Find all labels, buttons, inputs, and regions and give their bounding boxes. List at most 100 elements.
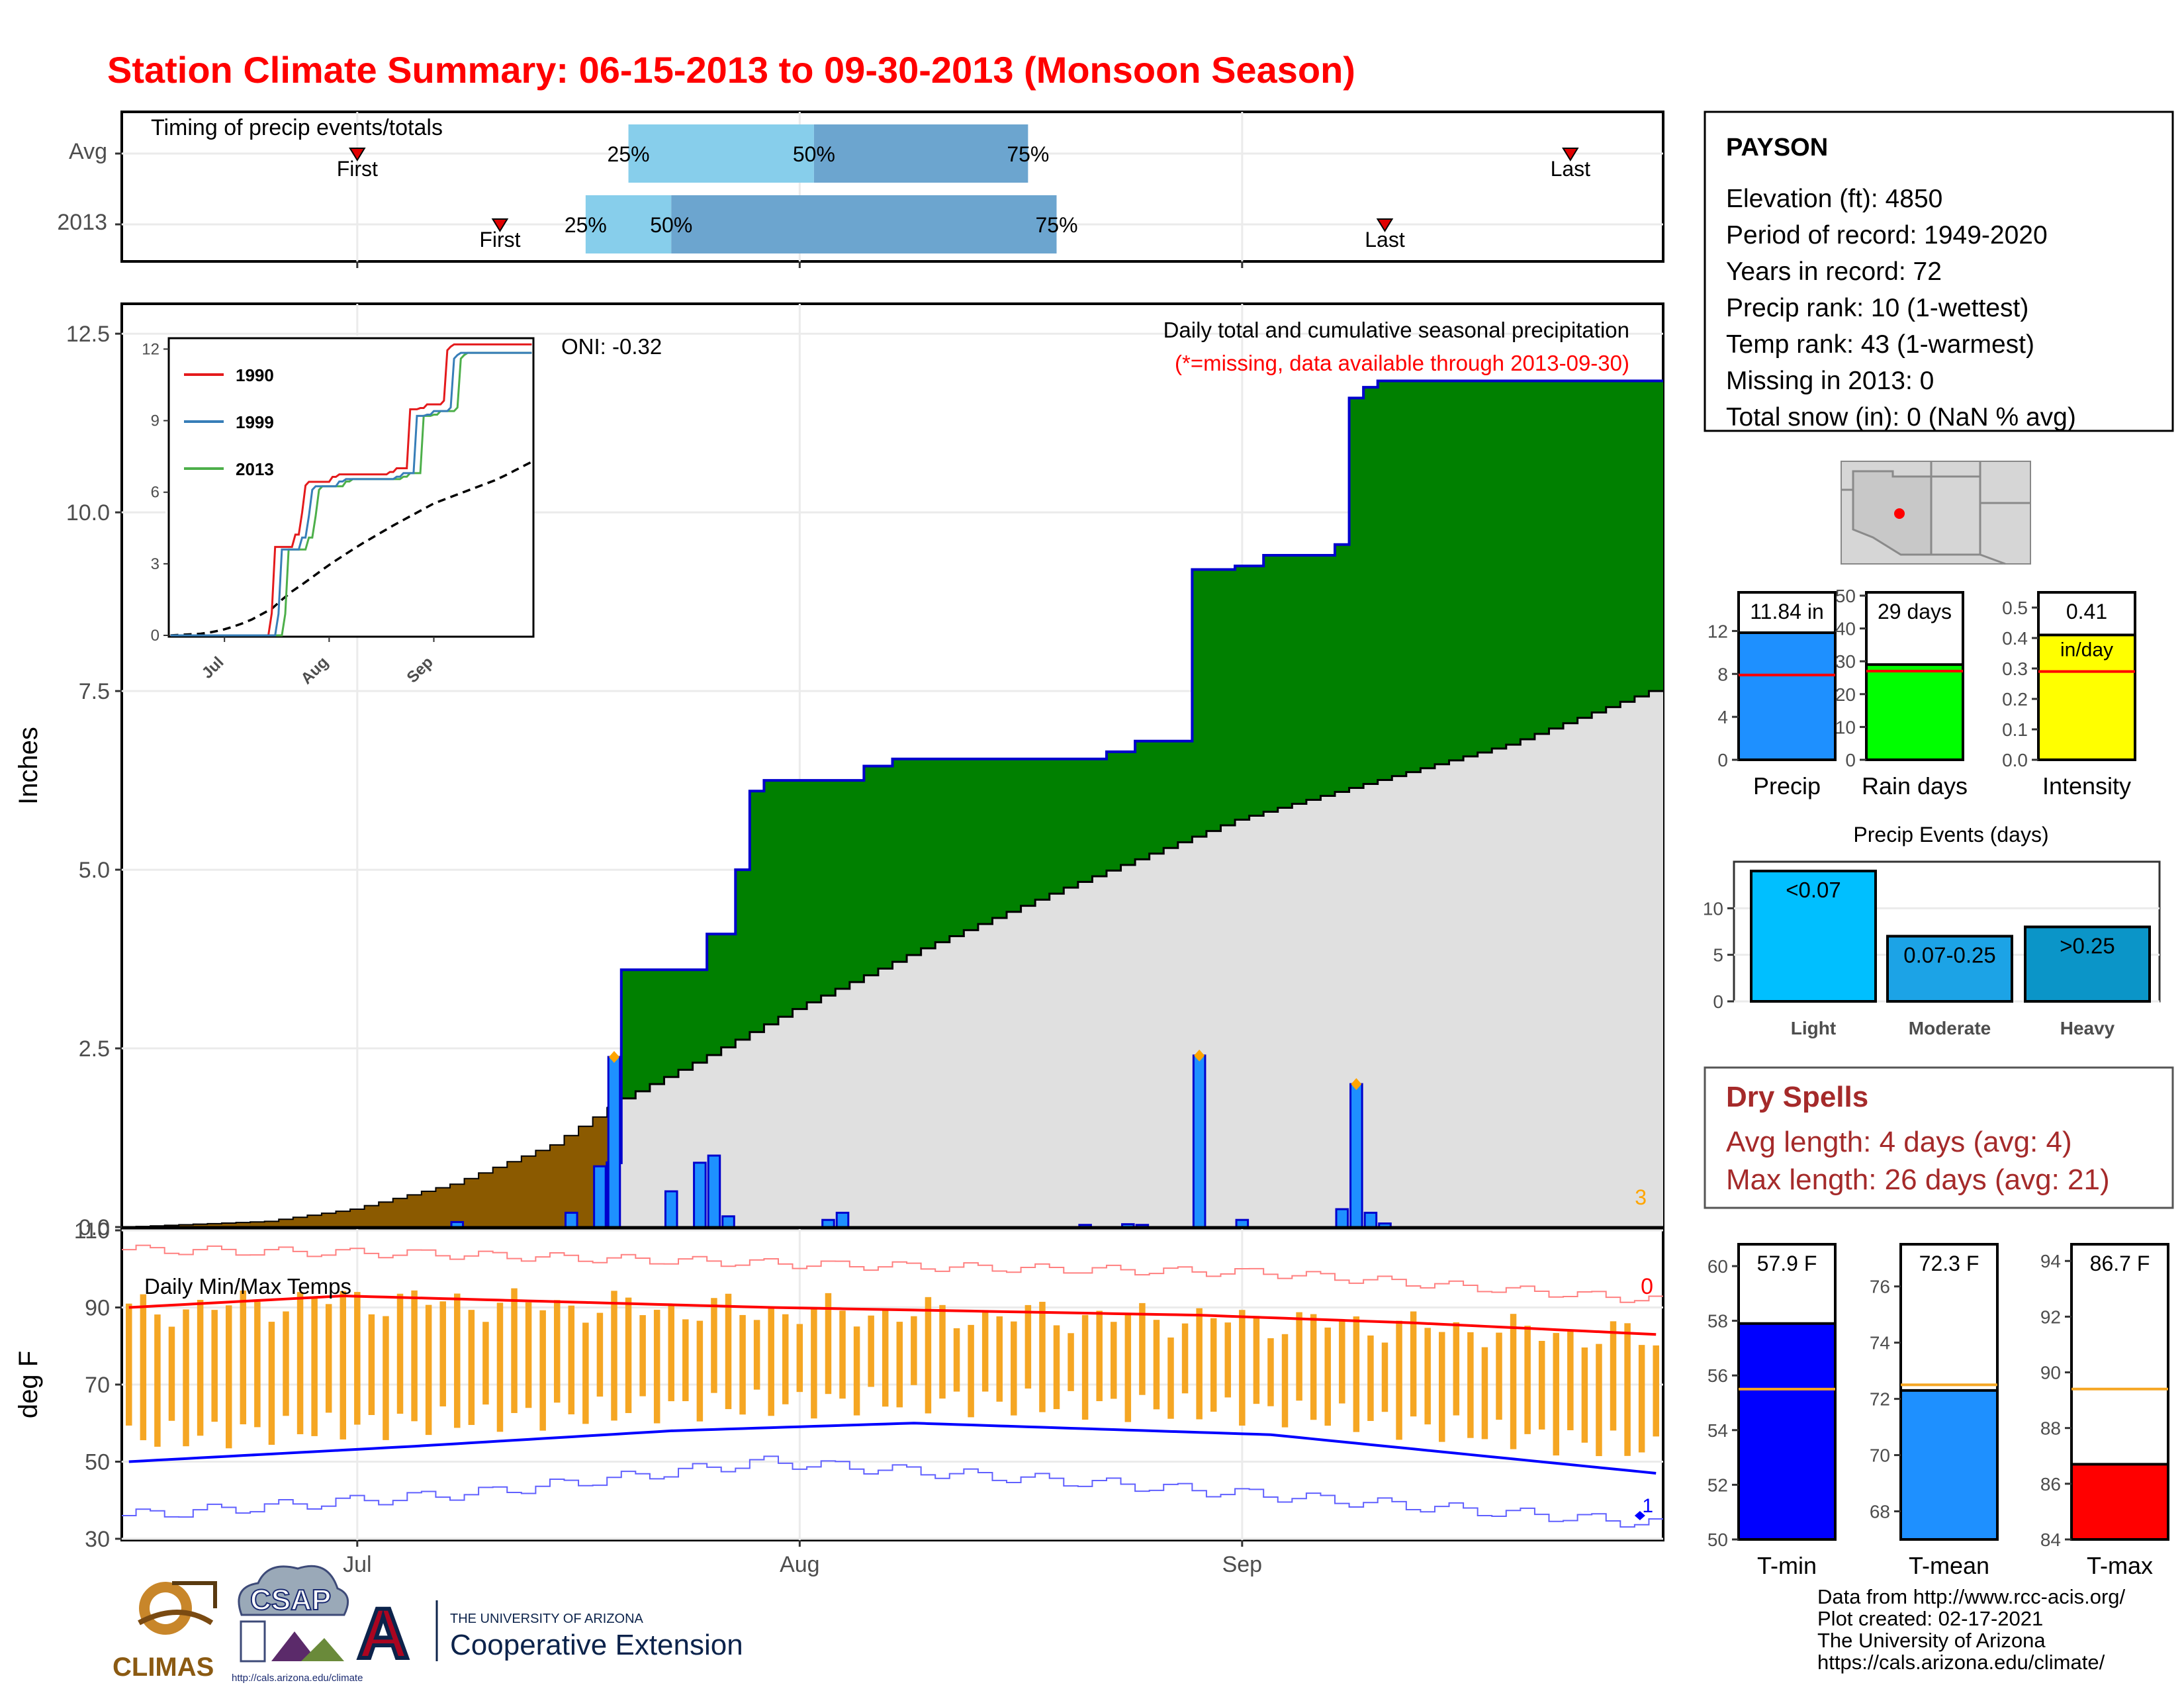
temp-ytick-label: 70 [85,1373,110,1398]
station-info-box: PAYSON Elevation (ft): 4850 Period of re… [1704,111,2174,432]
timing-2013-label-25: 25% [565,213,607,237]
daily-temp-bar [596,1312,604,1397]
precip-ylabel: Inches [14,727,43,805]
temp-corner-bottom: 1 [1642,1495,1653,1517]
daily-temp-bar [1011,1321,1017,1416]
precip-ytick-label: 12.5 [66,322,110,347]
timing-avg-bar-25-50 [628,124,814,183]
precip-event-range-light: <0.07 [1786,878,1841,902]
daily-temp-bar [1453,1322,1460,1416]
avg-max-temp-line [128,1295,1657,1336]
daily-temp-bar [696,1320,704,1422]
daily-temp-bar [1410,1311,1417,1417]
gauge-ytick-label: 0 [1717,750,1728,770]
map-colorado [1930,461,1981,477]
gauge-label: T-mean [1909,1552,1989,1579]
precip-ytick-label: 10.0 [66,500,110,526]
csap-url: http://cals.arizona.edu/climate [232,1672,363,1684]
station-line-snow: Total snow (in): 0 (NaN % avg) [1726,403,2076,432]
precip-event-range-heavy: >0.25 [2060,933,2115,958]
precip-avg-cumulative-area [607,691,1664,1227]
events-ytick-label: 5 [1713,945,1723,966]
daily-temp-bar [1124,1314,1132,1422]
gauge-ytick-label: 84 [2040,1530,2061,1550]
map-texas [1979,502,2030,565]
daily-temp-bar [953,1328,960,1392]
temp-ytick-label: 30 [85,1527,110,1552]
daily-temp-bar [296,1292,304,1435]
gauge-ytick-label: 0.5 [2002,598,2028,618]
precip-panel-subtitle: (*=missing, data available through 2013-… [1175,351,1629,375]
daily-max-marker [1351,1078,1362,1091]
station-name: PAYSON [1726,134,1828,161]
precip-panel: 0.0 2.5 5.0 7.5 10.0 12.5 Inches Daily total … [14,302,1664,1240]
timing-avg-bar-50-75 [813,124,1028,183]
daily-temp-bar [183,1309,189,1447]
climas-wordmark: CLIMAS [113,1653,214,1682]
gauge-precip: 11.84 in 0 4 8 12 Precip [1707,591,1837,800]
timing-avg-first-label: First [337,157,378,181]
daily-temp-bar [1439,1332,1445,1442]
timing-row-avg: Avg [69,139,107,164]
daily-temp-bar [1181,1323,1189,1394]
daily-temp-bar [468,1310,475,1426]
daily-temp-bar [796,1324,803,1393]
gauge-value-bar [1899,1389,1999,1541]
gauge-ytick-label: 52 [1707,1475,1728,1495]
dry-spells-avg: Avg length: 4 days (avg: 4) [1726,1126,2072,1158]
precip-ytick-label: 2.5 [79,1036,110,1062]
precip-events-title: Precip Events (days) [1853,823,2048,846]
timing-avg-last-marker [1562,148,1579,161]
csap-wordmark: CSAP [250,1584,331,1616]
temp-corner-top: 0 [1641,1274,1653,1299]
daily-temp-bar [1510,1314,1517,1449]
precip-ytick-label: 0.0 [79,1215,110,1240]
daily-temp-bar [1324,1327,1331,1426]
daily-precip-bar [821,1218,835,1228]
daily-temp-bar [839,1310,846,1399]
daily-temp-bar [1139,1303,1146,1395]
daily-temp-bar [611,1291,617,1421]
precip-event-bar-light [1750,870,1877,1003]
gauge-label: Precip [1753,772,1821,800]
events-ytick-label: 0 [1713,991,1723,1012]
daily-temp-bar [1567,1331,1574,1431]
daily-temp-bar [639,1315,646,1396]
inset-ytick-label: 3 [151,555,159,573]
gauge-t-max: 86.7 F 84 86 88 90 92 94 T-max [2040,1243,2169,1579]
gauge-ytick-label: 68 [1870,1502,1890,1522]
precip-event-range-moderate: 0.07-0.25 [1903,943,1995,968]
daily-temp-bar [1039,1301,1046,1412]
daily-temp-bar [1339,1320,1345,1404]
daily-precip-bar [835,1211,850,1228]
precip-avg-cumulative-line [607,690,1663,1109]
gauge-ytick-label: 50 [1835,586,1856,606]
gauge-ytick-label: 50 [1707,1530,1728,1550]
daily-temp-bar [240,1290,247,1425]
daily-temp-bar [582,1322,589,1424]
gauge-value-bar [1737,1322,1837,1541]
gauge-value-bar [2037,633,2136,762]
daily-temp-bar [968,1324,974,1418]
gauge-rain-days: 29 days 0 10 20 30 40 50 Rain days [1835,586,1968,800]
daily-temp-bar [753,1320,760,1390]
gauge-label: T-min [1757,1552,1817,1579]
daily-max-marker [608,1050,619,1063]
daily-temp-bar [1253,1316,1260,1404]
ua-letter: A [357,1593,409,1673]
record-min-marker [1634,1511,1645,1521]
daily-temp-bar [368,1314,375,1416]
daily-temp-bar [1239,1310,1246,1426]
footer-line-university: The University of Arizona [1817,1629,2046,1652]
daily-precip-bar [693,1162,707,1228]
daily-temp-bar [1096,1310,1103,1402]
record-max-line [122,1244,1663,1303]
gauge-ytick-label: 90 [2040,1363,2061,1383]
daily-temp-bar [768,1308,774,1416]
daily-temp-bar [1267,1338,1274,1406]
daily-temp-bar [1467,1332,1474,1438]
gauge-value-text: 86.7 F [2090,1252,2150,1275]
gauge-value-text: 0.41 [2066,600,2107,623]
inset-legend-1999: 1999 [236,412,274,432]
daily-temp-bar [211,1310,218,1422]
